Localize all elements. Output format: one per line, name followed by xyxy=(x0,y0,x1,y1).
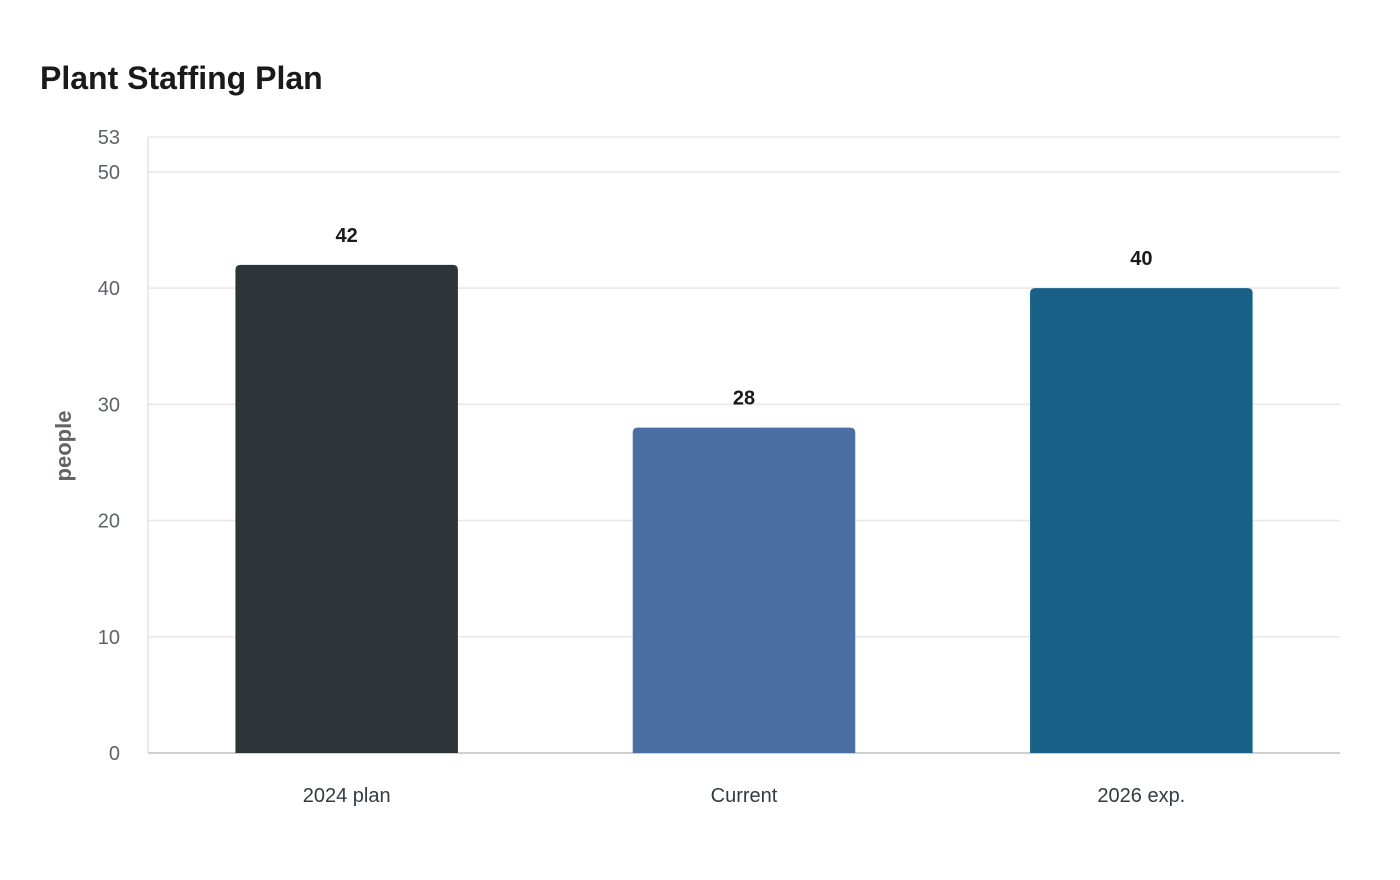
bar xyxy=(1030,288,1253,753)
chart-title: Plant Staffing Plan xyxy=(40,60,323,96)
y-tick-label: 40 xyxy=(98,278,120,300)
bar-value-label: 42 xyxy=(336,225,358,247)
bar xyxy=(632,427,856,753)
bar-value-label: 28 xyxy=(733,388,755,410)
bar xyxy=(235,264,458,753)
x-tick-labels: 2024 plan Current 2026 exp. xyxy=(303,785,1186,807)
bars xyxy=(235,264,1253,753)
y-tick-label: 0 xyxy=(109,743,120,765)
x-tick-label: 2026 exp. xyxy=(1097,785,1185,807)
value-labels: 42 28 40 xyxy=(336,225,1153,410)
y-tick-label: 10 xyxy=(98,627,120,649)
y-tick-label: 50 xyxy=(98,162,120,184)
x-tick-label: 2024 plan xyxy=(303,785,391,807)
x-tick-label: Current xyxy=(711,785,778,807)
y-axis-title: people xyxy=(51,411,76,482)
bar-value-label: 40 xyxy=(1130,248,1152,270)
y-tick-label: 30 xyxy=(98,394,120,416)
y-tick-label: 20 xyxy=(98,511,120,533)
y-tick-label: 53 xyxy=(98,127,120,149)
y-tick-labels: 0 10 20 30 40 50 53 xyxy=(98,127,120,765)
